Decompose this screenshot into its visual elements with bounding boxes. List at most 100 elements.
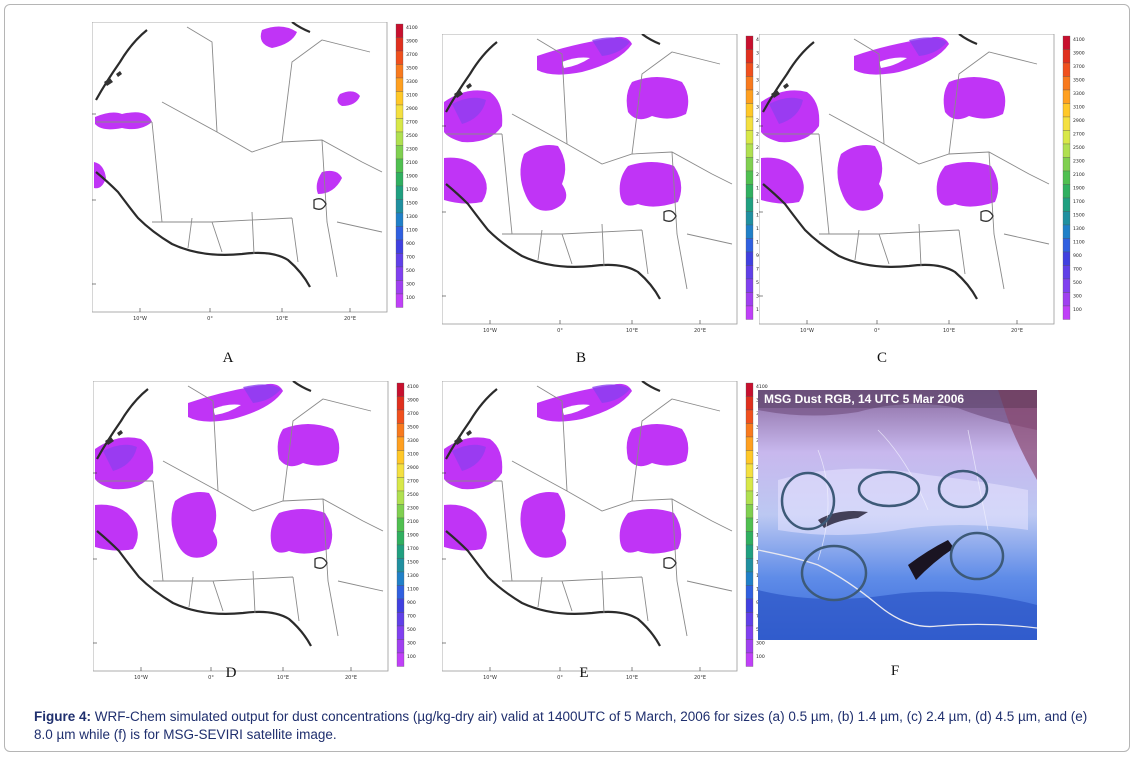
satellite-image: MSG Dust RGB, 14 UTC 5 Mar 2006 [758,390,1037,640]
colorbar-segment [396,450,405,465]
colorbar-segment [396,598,405,613]
colorbar-tick: 3700 [407,411,419,417]
colorbar-segment [1062,103,1071,118]
colorbar-tick: 300 [406,282,415,288]
colorbar-segment [745,517,754,532]
colorbar-tick: 700 [407,614,416,620]
colorbar-tick: 2500 [407,492,419,498]
lon-label: 10°E [277,675,289,681]
colorbar-segment [395,104,404,119]
colorbar-tick: 2700 [1073,132,1085,138]
colorbar-tick: 1100 [406,228,418,234]
colorbar-segment [1062,157,1071,172]
colorbar-segment [745,35,754,50]
dust-map-c: 25°N15°N5°N10°W0°10°E20°E410039003700350… [759,34,1085,334]
lon-label: 20°E [345,675,357,681]
colorbar-segment [396,436,405,451]
colorbar-segment [396,639,405,654]
dust-plume [619,162,682,207]
colorbar-segment [395,239,404,254]
colorbar-segment [1062,170,1071,185]
lon-label: 0° [208,675,214,681]
colorbar-segment [745,238,754,253]
colorbar-tick: 4100 [756,384,768,390]
colorbar-segment [745,116,754,131]
colorbar-segment [745,598,754,613]
colorbar-segment [745,197,754,212]
dust-map-b: 25°N15°N5°N10°W0°10°E20°E410039003700350… [442,34,768,334]
panel-f: MSG Dust RGB, 14 UTC 5 Mar 2006 [758,390,1037,640]
colorbar-tick: 1300 [1073,226,1085,232]
colorbar-tick: 3300 [406,79,418,85]
colorbar-segment [396,490,405,505]
colorbar-segment [745,184,754,199]
colorbar-segment [395,280,404,295]
colorbar-tick: 300 [1073,294,1082,300]
colorbar-segment [396,477,405,492]
satellite-title: MSG Dust RGB, 14 UTC 5 Mar 2006 [764,392,964,406]
colorbar-segment [745,265,754,280]
colorbar: 4100 3900 3700 3500 3300 3100 2900 2700 2500 2300… [1062,35,1085,320]
colorbar-segment [1062,130,1071,145]
lon-label: 10°W [134,675,148,681]
colorbar-segment [745,490,754,505]
colorbar-segment [396,409,405,424]
lon-label: 20°E [344,316,356,322]
colorbar-segment [1062,292,1071,307]
coastline [95,22,311,288]
colorbar-segment [396,585,405,600]
colorbar-tick: 4100 [406,25,418,31]
colorbar-segment [1062,265,1071,280]
colorbar-segment [395,118,404,133]
colorbar-tick: 100 [407,654,416,660]
dust-map-a: 25°N15°N5°N10°W0°10°E20°E410039003700350… [92,22,418,322]
colorbar-tick: 300 [407,641,416,647]
dust-plume [337,91,360,106]
colorbar-segment [395,226,404,241]
colorbar-segment [1062,197,1071,212]
colorbar-tick: 2500 [406,133,418,139]
colorbar-segment [745,639,754,654]
colorbar-segment [396,517,405,532]
dust-plume [943,77,1006,120]
dust-plume [626,77,689,120]
panel-label-b: B [575,350,586,366]
lon-label: 20°E [694,328,706,334]
colorbar-segment [1062,89,1071,104]
colorbar-tick: 2300 [1073,159,1085,165]
colorbar-tick: 1100 [407,587,419,593]
colorbar-segment [745,382,754,397]
dust-plume [936,162,999,207]
colorbar-tick: 1500 [407,560,419,566]
colorbar-segment [745,157,754,172]
panel-label-e: E [579,665,589,681]
colorbar: 4100 3900 3700 3500 3300 3100 2900 2700 2500 2300… [396,382,419,667]
colorbar-segment [396,544,405,559]
colorbar-segment [745,143,754,158]
colorbar-tick: 2100 [407,519,419,525]
lon-label: 10°E [626,328,638,334]
colorbar-tick: 3900 [1073,51,1085,57]
colorbar-tick: 1500 [406,201,418,207]
colorbar-segment [745,504,754,519]
colorbar-tick: 2900 [406,106,418,112]
colorbar-segment [396,571,405,586]
dust-plume [520,492,567,558]
dust-plume [626,424,689,467]
dust-plume [520,145,567,211]
colorbar-segment [745,450,754,465]
colorbar-tick: 500 [406,268,415,274]
colorbar-segment [745,62,754,77]
colorbar-tick: 1900 [406,174,418,180]
lon-label: 20°E [694,675,706,681]
colorbar-tick: 2700 [406,120,418,126]
lon-label: 10°E [943,328,955,334]
colorbar-tick: 2700 [407,479,419,485]
map-area [442,34,738,325]
colorbar-segment [395,64,404,79]
colorbar-tick: 3100 [406,93,418,99]
colorbar-tick: 3700 [406,52,418,58]
colorbar-segment [745,396,754,411]
colorbar-segment [395,50,404,65]
colorbar-segment [745,409,754,424]
